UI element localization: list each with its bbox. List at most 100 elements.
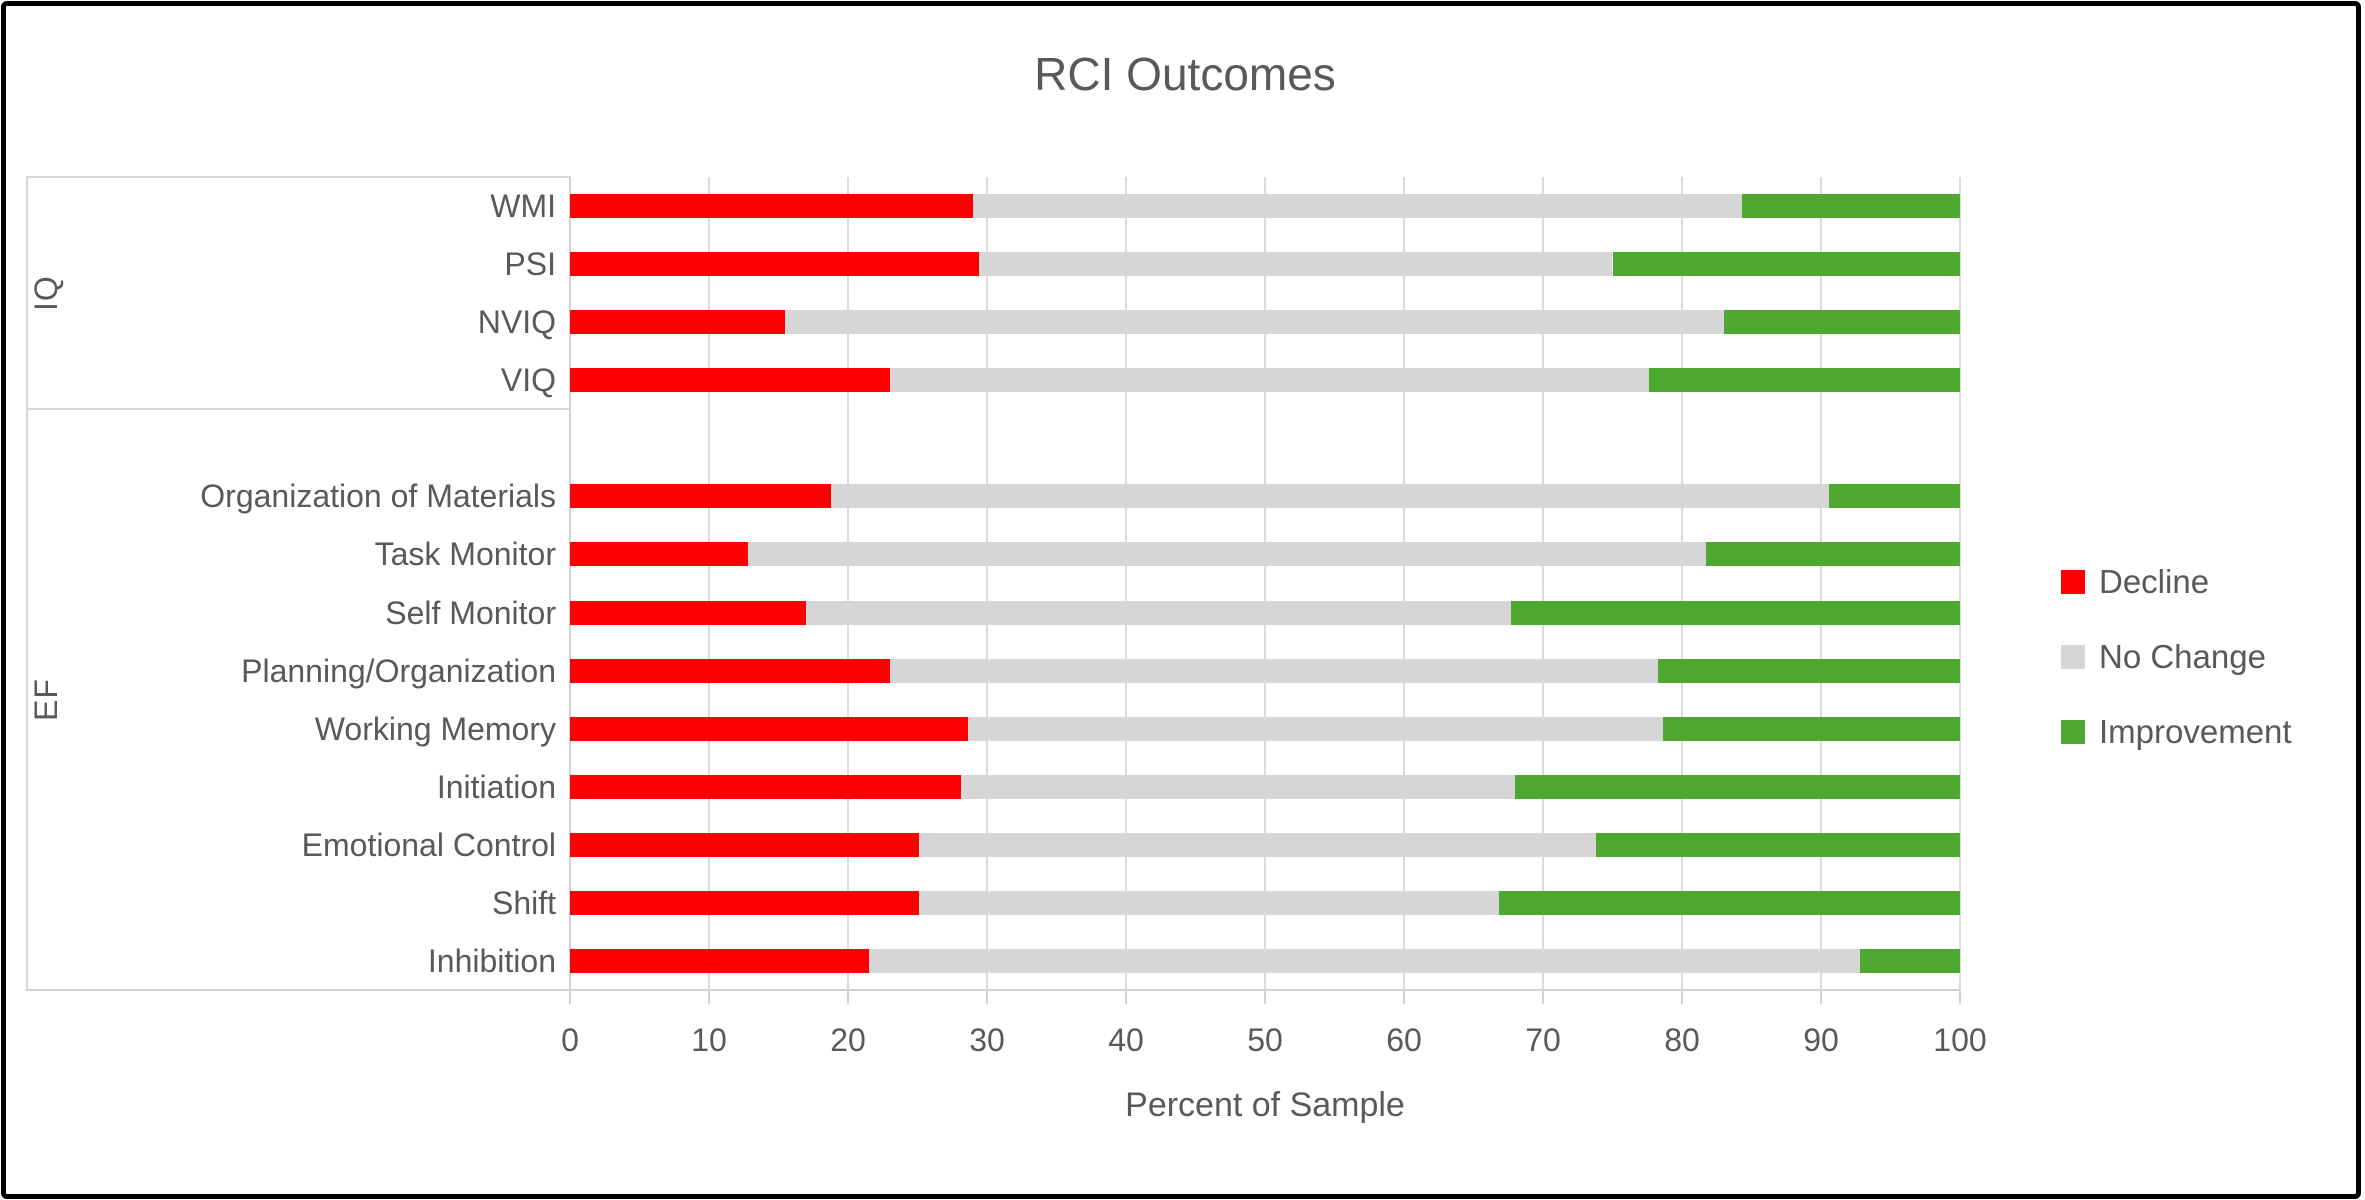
bar-segment-decline	[570, 658, 890, 683]
bar-row-initiation	[570, 774, 1960, 799]
bar-row-shift	[570, 890, 1960, 915]
category-label: Self Monitor	[385, 594, 556, 631]
bar-segment-no-change	[973, 194, 1742, 219]
x-tick-20	[847, 990, 849, 1004]
bar-segment-improvement	[1511, 600, 1960, 625]
x-tick-0	[569, 990, 571, 1004]
x-tick-100	[1959, 990, 1961, 1004]
category-label: Initiation	[436, 768, 556, 805]
gridline-40	[1125, 177, 1127, 990]
bar-segment-decline	[570, 542, 748, 567]
gridline-90	[1820, 177, 1822, 990]
bar-row-organization-of-materials	[570, 484, 1960, 509]
bar-segment-improvement	[1595, 832, 1960, 857]
bar-row-wmi	[570, 194, 1960, 219]
gridline-70	[1542, 177, 1544, 990]
legend-swatch-icon	[2061, 720, 2085, 744]
category-label: VIQ	[500, 362, 556, 399]
category-label: Planning/Organization	[241, 652, 556, 689]
bar-row-emotional-control	[570, 832, 1960, 857]
category-label: WMI	[490, 188, 556, 225]
bar-segment-no-change	[918, 832, 1596, 857]
bar-segment-no-change	[831, 484, 1830, 509]
bar-segment-no-change	[889, 658, 1659, 683]
x-tick-label-30: 30	[969, 1022, 1005, 1058]
legend-item-no-change: No Change	[2061, 640, 2292, 674]
bar-segment-improvement	[1662, 716, 1960, 741]
x-tick-label-90: 90	[1803, 1022, 1839, 1058]
x-tick-40	[1125, 990, 1127, 1004]
category-label: Shift	[491, 884, 556, 921]
bar-segment-decline	[570, 368, 890, 393]
bar-segment-no-change	[960, 774, 1516, 799]
bar-segment-improvement	[1723, 310, 1960, 335]
x-tick-60	[1403, 990, 1405, 1004]
category-label: Organization of Materials	[200, 478, 556, 515]
group-label-ef: EF	[28, 678, 64, 722]
bar-segment-no-change	[785, 310, 1724, 335]
x-tick-label-0: 0	[561, 1022, 579, 1058]
bar-segment-no-change	[868, 948, 1860, 973]
bar-row-working-memory	[570, 716, 1960, 741]
bar-segment-improvement	[1829, 484, 1960, 509]
legend-label: No Change	[2099, 638, 2266, 675]
x-tick-90	[1820, 990, 1822, 1004]
bar-segment-decline	[570, 484, 832, 509]
y-axis-line	[569, 177, 571, 990]
category-box-left-line	[26, 177, 28, 990]
gridline-50	[1264, 177, 1266, 990]
x-tick-label-40: 40	[1108, 1022, 1144, 1058]
x-tick-80	[1681, 990, 1683, 1004]
bar-segment-decline	[570, 310, 786, 335]
plot-area	[570, 177, 1961, 990]
x-tick-label-20: 20	[830, 1022, 866, 1058]
x-tick-30	[986, 990, 988, 1004]
x-tick-70	[1542, 990, 1544, 1004]
chart-title: RCI Outcomes	[1034, 48, 1336, 100]
bar-segment-no-change	[978, 252, 1613, 277]
bar-segment-improvement	[1648, 368, 1960, 393]
x-tick-label-10: 10	[691, 1022, 727, 1058]
category-label: Emotional Control	[301, 826, 556, 863]
x-tick-50	[1264, 990, 1266, 1004]
legend-label: Improvement	[2099, 713, 2292, 750]
category-label: NVIQ	[477, 304, 556, 341]
bar-segment-no-change	[967, 716, 1663, 741]
bar-segment-no-change	[747, 542, 1706, 567]
bar-segment-decline	[570, 890, 919, 915]
bar-row-self-monitor	[570, 600, 1960, 625]
x-tick-label-70: 70	[1525, 1022, 1561, 1058]
gridline-80	[1681, 177, 1683, 990]
category-label: Task Monitor	[374, 536, 556, 573]
bar-segment-decline	[570, 774, 961, 799]
bar-row-viq	[570, 368, 1960, 393]
bar-segment-no-change	[889, 368, 1649, 393]
legend: Decline No Change Improvement	[2061, 565, 2292, 749]
x-axis-title: Percent of Sample	[1125, 1086, 1405, 1124]
bar-row-task-monitor	[570, 542, 1960, 567]
bar-row-nviq	[570, 310, 1960, 335]
bar-segment-improvement	[1705, 542, 1960, 567]
gridline-60	[1403, 177, 1405, 990]
group-separator-line	[26, 408, 571, 410]
bar-segment-decline	[570, 600, 807, 625]
x-tick-10	[708, 990, 710, 1004]
legend-label: Decline	[2099, 563, 2210, 600]
gridline-20	[847, 177, 849, 990]
legend-item-improvement: Improvement	[2061, 715, 2292, 749]
x-tick-label-100: 100	[1933, 1022, 1987, 1058]
group-label-iq: IQ	[28, 275, 64, 312]
x-tick-label-60: 60	[1386, 1022, 1422, 1058]
x-tick-label-80: 80	[1664, 1022, 1700, 1058]
bar-segment-improvement	[1612, 252, 1960, 277]
gridline-30	[986, 177, 988, 990]
legend-swatch-icon	[2061, 570, 2085, 594]
legend-swatch-icon	[2061, 645, 2085, 669]
gridline-100	[1959, 177, 1961, 990]
bar-segment-decline	[570, 832, 919, 857]
bar-row-inhibition	[570, 948, 1960, 973]
bar-segment-decline	[570, 948, 869, 973]
bar-segment-decline	[570, 252, 979, 277]
bar-segment-improvement	[1741, 194, 1960, 219]
